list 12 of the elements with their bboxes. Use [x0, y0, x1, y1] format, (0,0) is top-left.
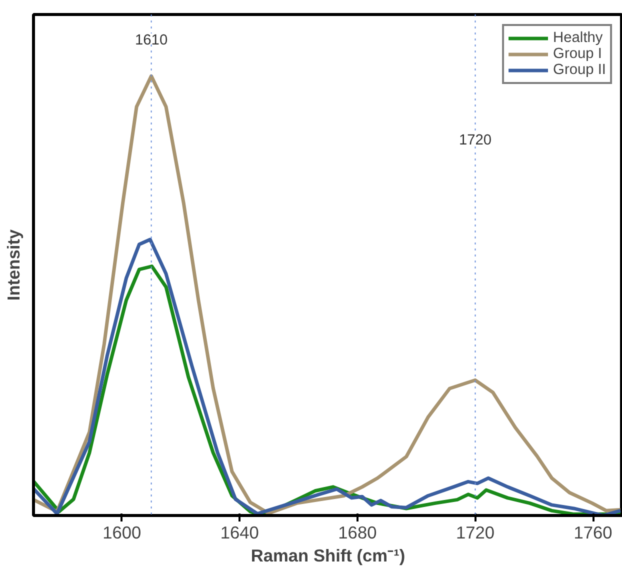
x-tick-label: 1600: [102, 522, 142, 542]
legend-label: Group II: [553, 62, 606, 78]
legend-label: Group I: [553, 46, 602, 62]
x-tick-label: 1760: [574, 522, 612, 542]
y-axis-title: Intensity: [4, 229, 24, 301]
ref-line-label: 1610: [135, 32, 168, 48]
x-tick-label: 1720: [456, 522, 495, 542]
x-tick-label: 1640: [220, 522, 259, 542]
ref-line-label: 1720: [458, 132, 492, 148]
legend-label: Healthy: [553, 30, 603, 46]
x-axis-title: Raman Shift (cm⁻¹): [250, 546, 406, 566]
x-tick-label: 1680: [338, 522, 377, 542]
